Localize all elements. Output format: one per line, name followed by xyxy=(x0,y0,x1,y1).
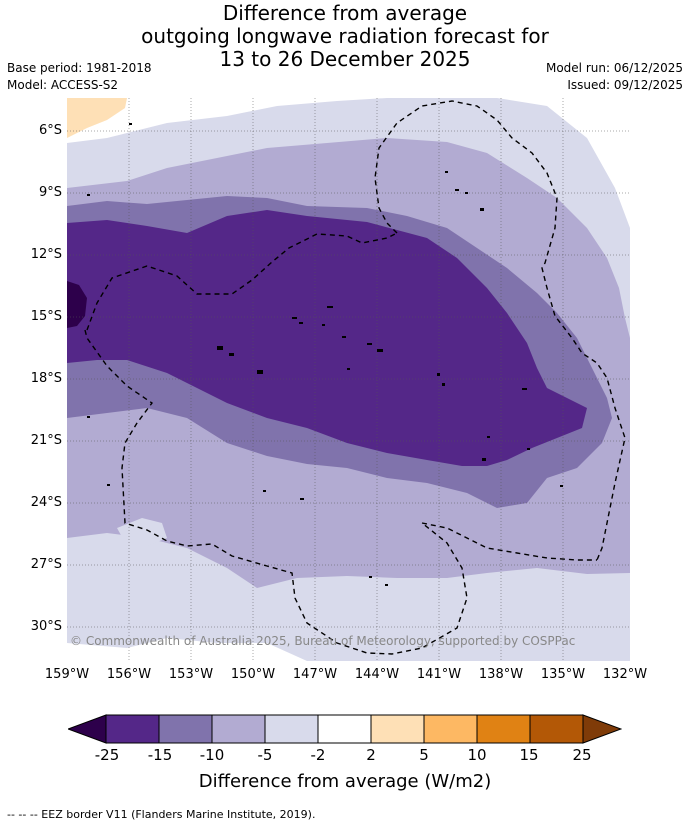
meta-right: Model run: 06/12/2025 Issued: 09/12/2025 xyxy=(546,60,683,94)
title-line-3: 13 to 26 December 2025 xyxy=(219,47,471,71)
lat-label: 12°S xyxy=(30,247,62,262)
colorbar-label: -25 xyxy=(94,746,120,764)
eez-legend-note: -- -- -- EEZ border V11 (Flanders Marine… xyxy=(7,808,316,821)
colorbar-label: 2 xyxy=(366,746,376,764)
lon-label: 153°W xyxy=(168,667,214,682)
colorbar-swatch xyxy=(211,714,266,744)
contour-minus15-band xyxy=(67,210,587,466)
colorbar-label: 10 xyxy=(467,746,487,764)
colorbar-swatch xyxy=(317,714,372,744)
map-panel xyxy=(67,98,630,661)
colorbar-label: 5 xyxy=(419,746,429,764)
lat-label: 30°S xyxy=(30,619,62,634)
colorbar-extend-low xyxy=(68,714,107,744)
lat-label: 9°S xyxy=(38,185,62,200)
meta-left: Base period: 1981-2018 Model: ACCESS-S2 xyxy=(7,60,152,94)
base-period: Base period: 1981-2018 xyxy=(7,61,152,75)
lon-label: 132°W xyxy=(602,667,648,682)
eez-borders xyxy=(84,100,626,655)
colorbar-extend-high xyxy=(582,714,622,744)
colorbar-title: Difference from average (W/m2) xyxy=(198,771,492,792)
lon-label: 147°W xyxy=(292,667,338,682)
colorbar-swatch xyxy=(158,714,213,744)
colorbar-label: 15 xyxy=(519,746,539,764)
contour-plus2-patch xyxy=(67,98,127,138)
model-name: Model: ACCESS-S2 xyxy=(7,78,119,92)
issued-date: Issued: 09/12/2025 xyxy=(567,78,683,92)
lon-label: 150°W xyxy=(230,667,276,682)
contour-minus25-patch xyxy=(67,281,87,328)
island-markers xyxy=(87,123,563,586)
lat-label: 21°S xyxy=(30,433,62,448)
lat-label: 24°S xyxy=(30,495,62,510)
colorbar-label: -15 xyxy=(147,746,173,764)
model-run: Model run: 06/12/2025 xyxy=(545,61,683,75)
lon-label: 138°W xyxy=(478,667,524,682)
lat-label: 18°S xyxy=(30,371,62,386)
colorbar-label: -5 xyxy=(257,746,273,764)
colorbar-swatch xyxy=(476,714,531,744)
colorbar-swatch xyxy=(423,714,478,744)
colorbar-swatch xyxy=(370,714,425,744)
lat-label: 15°S xyxy=(30,309,62,324)
lon-label: 144°W xyxy=(354,667,400,682)
lon-label: 141°W xyxy=(416,667,462,682)
colorbar-label: -2 xyxy=(310,746,326,764)
title-line-1: Difference from average xyxy=(222,1,468,25)
lon-label: 159°W xyxy=(44,667,90,682)
lat-label: 27°S xyxy=(30,557,62,572)
chart-title: Difference from average outgoing longwav… xyxy=(0,2,690,71)
colorbar-swatch xyxy=(105,714,160,744)
colorbar-swatch xyxy=(264,714,319,744)
lat-label: 6°S xyxy=(38,123,62,138)
colorbar-label: -10 xyxy=(199,746,225,764)
colorbar-label: 25 xyxy=(572,746,592,764)
title-line-2: outgoing longwave radiation forecast for xyxy=(141,24,549,48)
colorbar-swatch xyxy=(529,714,584,744)
colorbar xyxy=(68,714,622,744)
lon-label: 135°W xyxy=(540,667,586,682)
lon-label: 156°W xyxy=(106,667,152,682)
copyright-notice: © Commonwealth of Australia 2025, Bureau… xyxy=(70,634,576,648)
